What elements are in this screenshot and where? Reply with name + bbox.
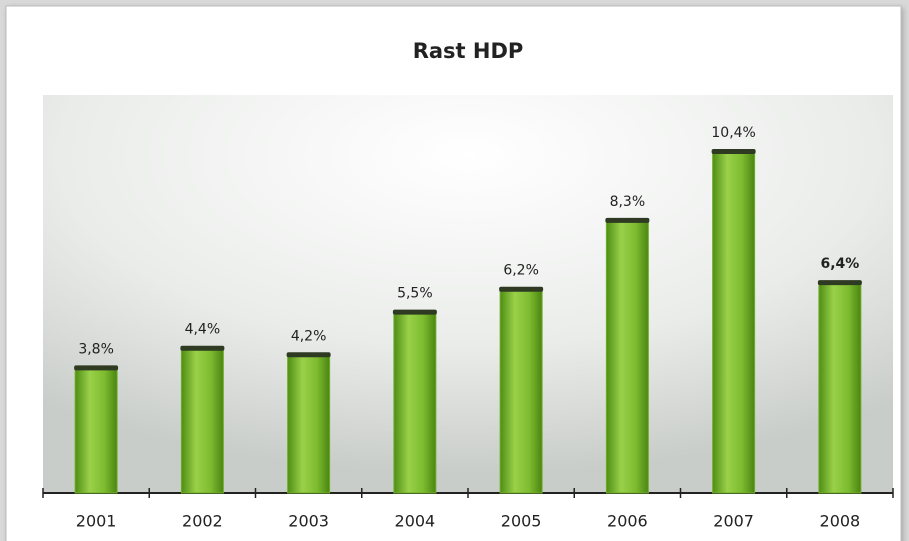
bar bbox=[605, 220, 649, 494]
value-label: 4,2% bbox=[291, 328, 327, 344]
bar-cap bbox=[286, 352, 331, 358]
value-label: 8,3% bbox=[610, 194, 646, 210]
bar bbox=[818, 282, 862, 494]
bar bbox=[74, 367, 118, 494]
value-label: 4,4% bbox=[185, 322, 221, 338]
value-label: 3,8% bbox=[78, 341, 114, 357]
bar-cap bbox=[180, 345, 225, 351]
x-tick-label: 2001 bbox=[76, 512, 117, 531]
bar-cap bbox=[74, 365, 119, 371]
bar bbox=[499, 289, 543, 494]
value-label: 6,4% bbox=[820, 256, 859, 272]
value-label: 5,5% bbox=[397, 286, 433, 302]
x-tick-label: 2008 bbox=[820, 512, 861, 531]
x-tick-label: 2004 bbox=[395, 512, 436, 531]
bar-cap bbox=[499, 286, 544, 292]
x-tick-label: 2003 bbox=[288, 512, 329, 531]
plot-area bbox=[43, 95, 893, 493]
x-tick-label: 2005 bbox=[501, 512, 542, 531]
value-label: 10,4% bbox=[711, 125, 755, 141]
bar bbox=[712, 151, 756, 494]
bar-cap bbox=[605, 217, 650, 223]
bar bbox=[393, 312, 437, 494]
bar-cap bbox=[817, 280, 862, 286]
x-tick-label: 2002 bbox=[182, 512, 223, 531]
bar-cap bbox=[711, 149, 756, 154]
bar bbox=[180, 348, 224, 494]
bar-cap bbox=[392, 309, 437, 315]
bar bbox=[287, 354, 331, 494]
x-tick-label: 2007 bbox=[713, 512, 754, 531]
value-label: 6,2% bbox=[503, 263, 539, 279]
x-tick-label: 2006 bbox=[607, 512, 648, 531]
chart-title: Rast HDP bbox=[413, 39, 524, 63]
